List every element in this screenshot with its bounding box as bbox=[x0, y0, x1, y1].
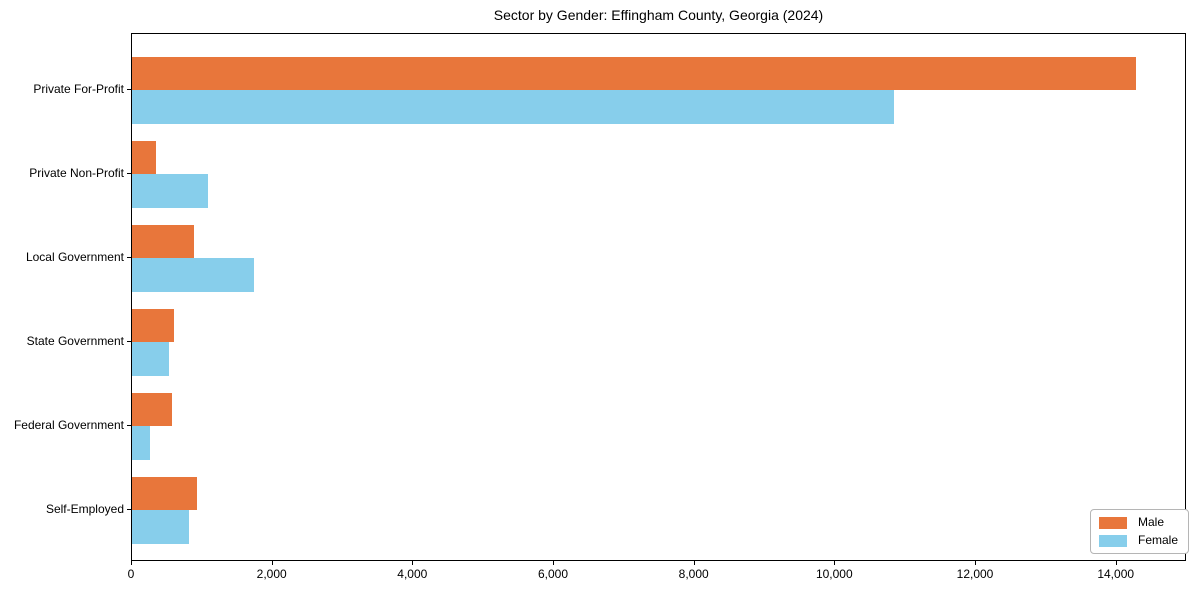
legend-item-female: Female bbox=[1099, 534, 1178, 547]
y-tick-label-private-for-profit: Private For-Profit bbox=[33, 82, 124, 96]
y-tick-label-federal-government: Federal Government bbox=[13, 418, 124, 432]
x-tick-mark bbox=[131, 561, 132, 565]
x-tick-mark bbox=[412, 561, 414, 565]
bar-local-government-male bbox=[132, 224, 194, 258]
x-tick-label-12-000: 12,000 bbox=[956, 567, 994, 581]
x-tick-label-10-000: 10,000 bbox=[815, 567, 853, 581]
x-tick-mark bbox=[553, 561, 554, 565]
x-tick-label-0: 0 bbox=[127, 567, 135, 581]
y-tick-label-self-employed: Self-Employed bbox=[45, 502, 124, 516]
x-tick-mark bbox=[975, 561, 976, 565]
legend-swatch-female bbox=[1099, 534, 1127, 547]
y-tick-label-private-non-profit: Private Non-Profit bbox=[29, 166, 124, 180]
plot-area bbox=[131, 33, 1186, 561]
x-tick-label-8-000: 8,000 bbox=[678, 567, 709, 581]
bar-state-government-male bbox=[132, 308, 174, 342]
bar-private-non-profit-female bbox=[132, 174, 208, 208]
legend: Male Female bbox=[1090, 509, 1190, 554]
x-tick-label-14-000: 14,000 bbox=[1097, 567, 1135, 581]
x-tick-label-4-000: 4,000 bbox=[397, 567, 428, 581]
y-tick-label-local-government: Local Government bbox=[25, 250, 124, 264]
x-tick-mark bbox=[271, 561, 273, 565]
y-tick-mark bbox=[127, 425, 131, 426]
bar-private-for-profit-male bbox=[132, 56, 1136, 90]
x-tick-label-2-000: 2,000 bbox=[256, 567, 287, 581]
x-tick-label-6-000: 6,000 bbox=[537, 567, 569, 581]
legend-label-female: Female bbox=[1138, 533, 1179, 547]
legend-label-male: Male bbox=[1138, 515, 1165, 529]
x-tick-mark bbox=[1115, 561, 1117, 565]
x-tick-mark bbox=[693, 561, 695, 565]
bar-federal-government-female bbox=[132, 426, 151, 460]
x-tick-mark bbox=[834, 561, 836, 565]
y-tick-mark bbox=[127, 89, 131, 90]
y-tick-mark bbox=[127, 257, 131, 258]
bar-self-employed-female bbox=[132, 510, 190, 544]
y-tick-mark bbox=[127, 341, 131, 342]
y-tick-mark bbox=[127, 173, 131, 174]
bar-private-non-profit-male bbox=[132, 140, 157, 174]
y-tick-mark bbox=[127, 509, 131, 510]
y-tick-label-state-government: State Government bbox=[26, 334, 124, 348]
bar-private-for-profit-female bbox=[132, 90, 895, 124]
bar-self-employed-male bbox=[132, 476, 198, 510]
bar-state-government-female bbox=[132, 342, 169, 376]
bar-federal-government-male bbox=[132, 392, 172, 426]
chart-title: Sector by Gender: Effingham County, Geor… bbox=[493, 7, 824, 23]
bar-local-government-female bbox=[132, 258, 255, 292]
legend-swatch-male bbox=[1099, 516, 1127, 529]
legend-item-male: Male bbox=[1099, 516, 1178, 529]
